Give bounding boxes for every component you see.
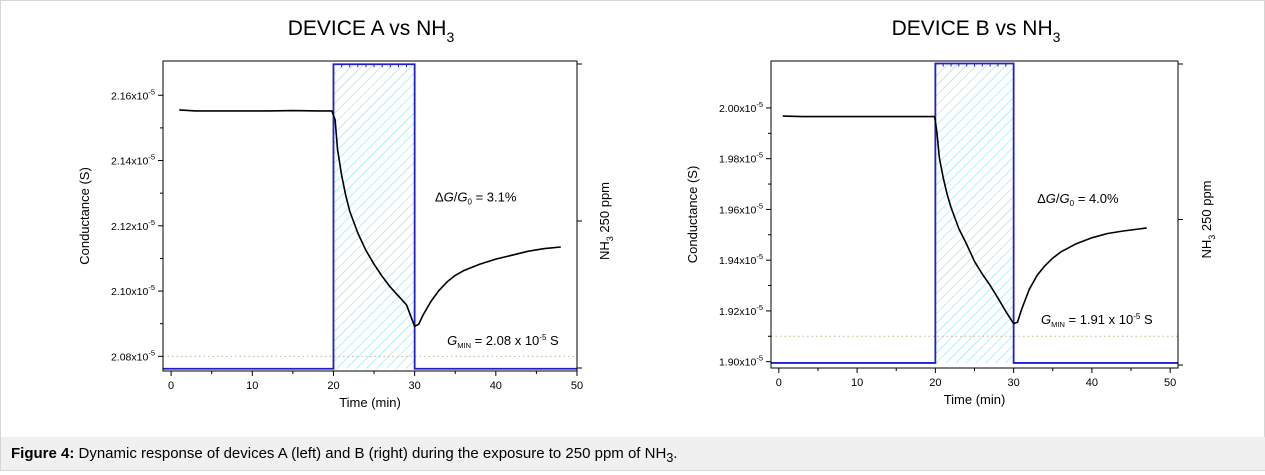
y2-axis-label: NH3 250 ppm (597, 182, 615, 260)
x-tick-label: 30 (409, 380, 421, 392)
x-tick-label: 50 (1164, 377, 1176, 389)
y-tick-label: 2.08x10-5 (111, 348, 155, 363)
gmin-annotation: GMIN = 1.91 x 10-5 S (1041, 312, 1153, 329)
x-axis-label: Time (min) (944, 392, 1006, 407)
x-tick-label: 10 (246, 380, 258, 392)
x-tick-label: 0 (776, 377, 782, 389)
chart-title: DEVICE A vs NH3 (288, 17, 455, 45)
y-tick-label: 1.94x10-5 (719, 252, 763, 267)
y-tick-label: 1.98x10-5 (719, 151, 763, 166)
y-tick-label: 1.96x10-5 (719, 201, 763, 216)
x-tick-label: 40 (490, 380, 502, 392)
caption-text: Dynamic response of devices A (left) and… (74, 445, 667, 462)
y-tick-label: 2.00x10-5 (719, 100, 763, 115)
y-tick-label: 1.90x10-5 (719, 354, 763, 369)
y-tick-label: 2.10x10-5 (111, 283, 155, 298)
conductance-series (179, 109, 561, 328)
y2-axis-label: NH3 250 ppm (1199, 181, 1217, 259)
y-tick-label: 2.14x10-5 (111, 153, 155, 168)
delta-g-annotation: ΔG/G0 = 3.1% (435, 189, 517, 206)
x-tick-label: 10 (851, 377, 863, 389)
conductance-series (782, 115, 1147, 325)
x-tick-label: 30 (1008, 377, 1020, 389)
x-tick-label: 20 (327, 380, 339, 392)
chart-title: DEVICE B vs NH3 (892, 17, 1061, 45)
gmin-annotation: GMIN = 2.08 x 10-5 S (447, 333, 559, 350)
y-axis-label: Conductance (S) (685, 166, 700, 264)
y-axis-label: Conductance (S) (77, 167, 92, 265)
chart-device-b: DEVICE B vs NH3 0 10 20 30 40 50 1.90x10-5 1.92x… (685, 17, 1217, 407)
delta-g-annotation: ΔG/G0 = 4.0% (1037, 191, 1119, 208)
x-axis-label: Time (min) (339, 395, 401, 410)
figure-caption: Figure 4: Dynamic response of devices A … (0, 437, 1265, 471)
caption-subscript: 3 (666, 451, 674, 465)
y-tick-label: 2.12x10-5 (111, 218, 155, 233)
y-tick-label: 1.92x10-5 (719, 303, 763, 318)
x-tick-label: 20 (929, 377, 941, 389)
exposure-step-series (163, 63, 577, 370)
x-tick-label: 40 (1086, 377, 1098, 389)
y-tick-label: 2.16x10-5 (111, 87, 155, 102)
exposure-window-hatch (333, 64, 415, 369)
caption-end: . (673, 445, 678, 462)
plot-frame (162, 60, 578, 372)
figure-panel: DEVICE A vs NH3 0 10 20 30 40 50 2.08x10-5 2.10x… (0, 0, 1265, 438)
x-tick-label: 0 (168, 380, 174, 392)
x-tick-label: 50 (571, 380, 583, 392)
chart-device-a: DEVICE A vs NH3 0 10 20 30 40 50 2.08x10-5 2.10x… (77, 17, 615, 410)
exposure-window-hatch (935, 63, 1014, 363)
caption-label: Figure 4: (11, 445, 75, 462)
